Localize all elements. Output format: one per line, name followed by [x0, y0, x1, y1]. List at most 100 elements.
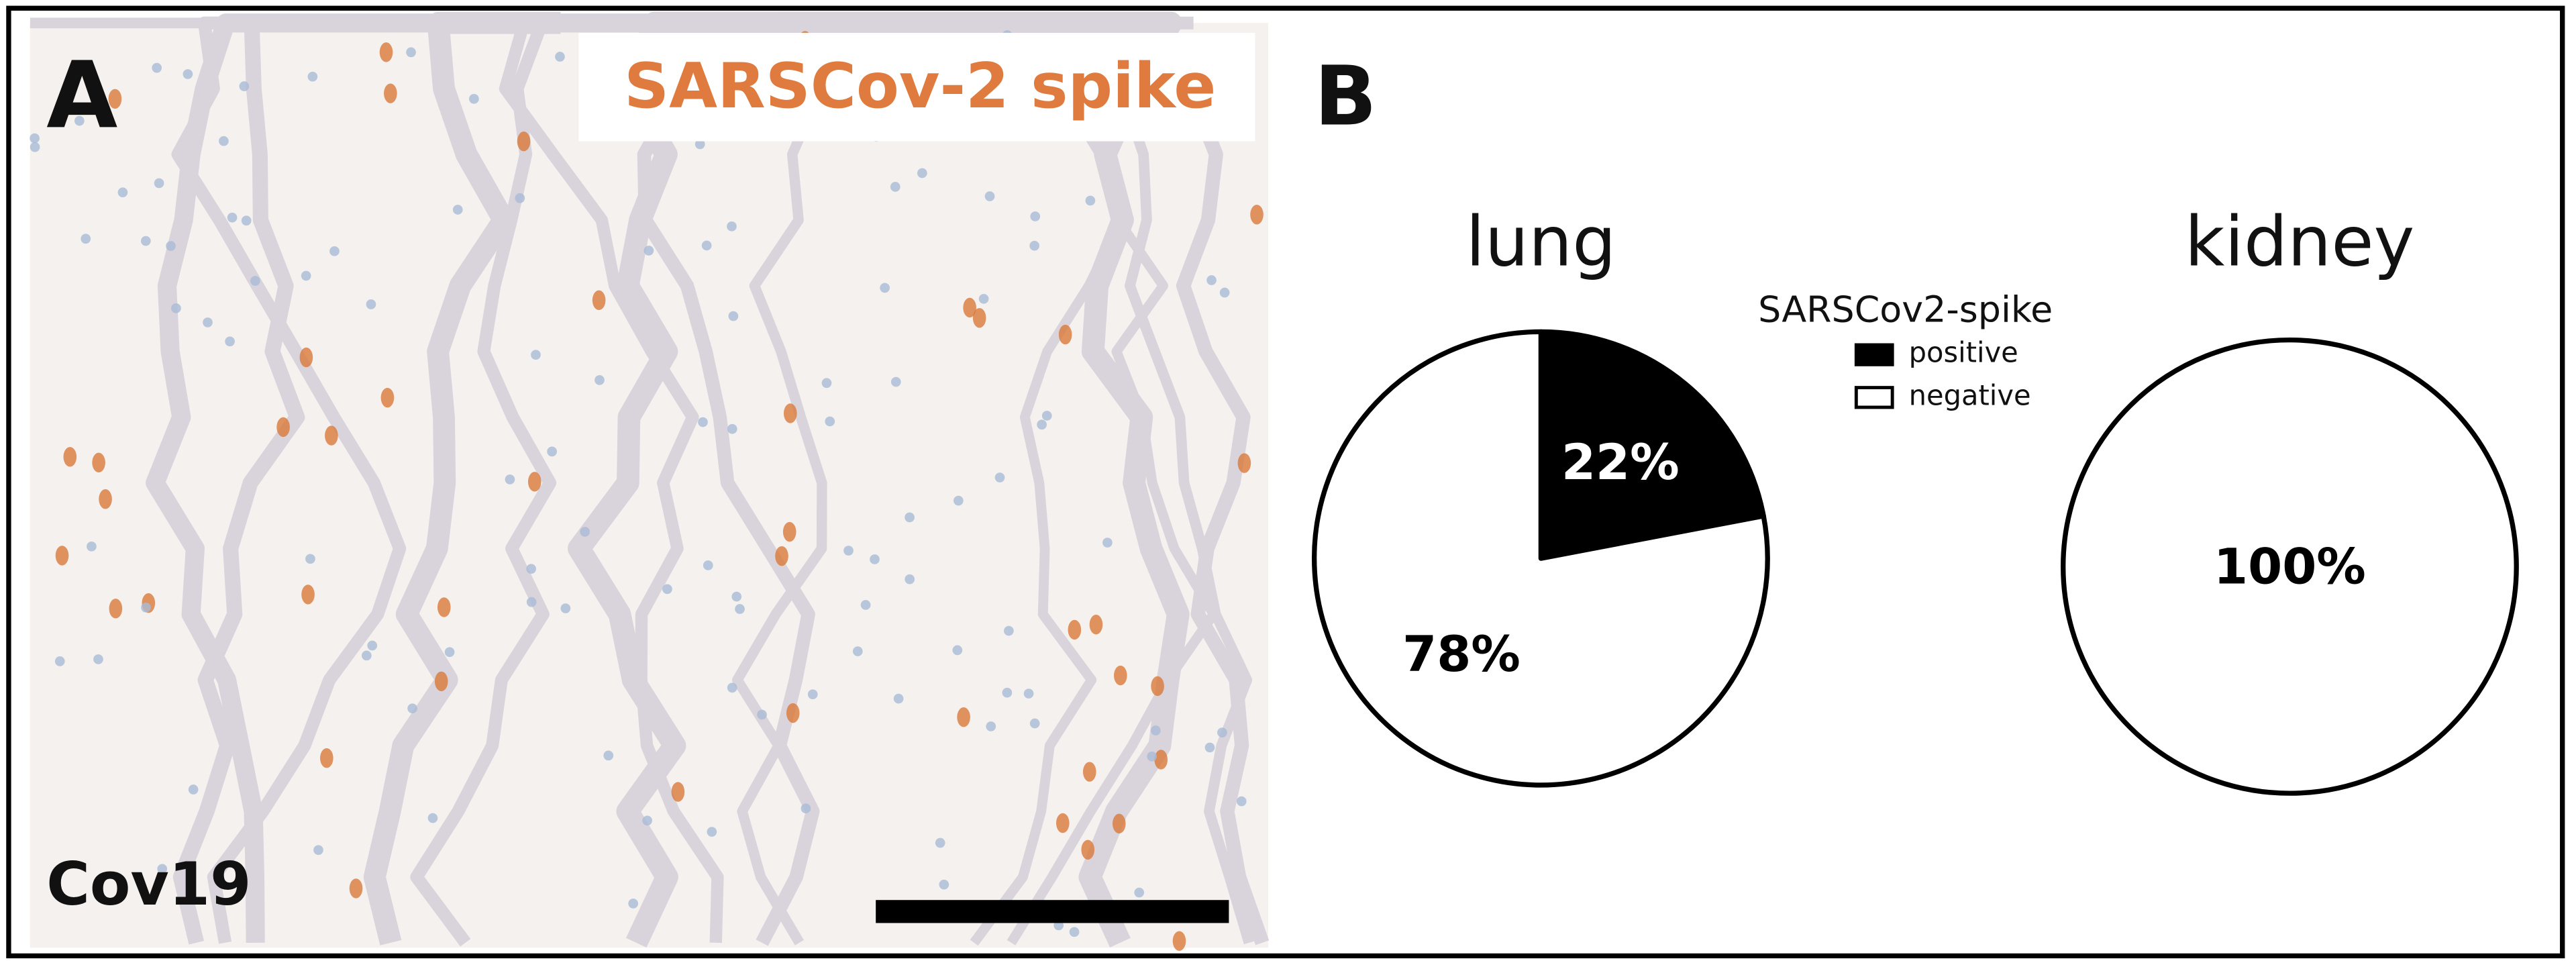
- nucleus: [87, 541, 97, 552]
- tissue-strand: [410, 16, 1194, 947]
- stained-cell: [786, 703, 800, 723]
- nucleus: [152, 62, 162, 73]
- stained-cell: [1089, 615, 1103, 635]
- nucleus: [1029, 718, 1040, 729]
- stained-cell: [1154, 750, 1168, 770]
- nucleus: [1134, 887, 1145, 898]
- nucleus: [905, 574, 915, 584]
- nucleus: [628, 899, 639, 909]
- nucleus: [1023, 688, 1034, 699]
- stained-cell: [1055, 813, 1070, 833]
- nucleus: [986, 721, 996, 731]
- micrograph: [30, 11, 1270, 951]
- nucleus: [505, 474, 515, 484]
- nucleus: [727, 682, 737, 693]
- stained-cell: [379, 42, 393, 62]
- nucleus: [728, 311, 739, 321]
- nucleus: [603, 750, 614, 761]
- nucleus: [81, 234, 91, 244]
- nucleus: [452, 205, 463, 215]
- nucleus: [1206, 275, 1217, 285]
- stained-cell: [380, 387, 395, 408]
- title-patch: [578, 32, 1255, 142]
- stained-cell: [517, 132, 531, 152]
- nucleus: [250, 276, 260, 286]
- nucleus: [703, 560, 713, 570]
- nucleus: [407, 703, 417, 714]
- nucleus: [1236, 796, 1247, 807]
- legend-swatch: [1854, 343, 1894, 366]
- legend-label: positive: [1909, 336, 2018, 369]
- stained-cell: [1112, 813, 1126, 834]
- nucleus: [935, 837, 945, 848]
- stained-cell: [320, 748, 333, 768]
- nucleus: [183, 69, 193, 79]
- nucleus: [140, 236, 151, 246]
- nucleus: [1030, 211, 1041, 221]
- nucleus: [580, 527, 590, 537]
- nucleus: [735, 604, 745, 614]
- nucleus: [642, 815, 652, 826]
- stained-cell: [99, 489, 112, 509]
- nucleus: [694, 139, 705, 150]
- nucleus: [1151, 725, 1161, 735]
- pie-slice: [2061, 337, 2519, 796]
- value-label: 100%: [2214, 538, 2366, 595]
- scale-bar: [876, 900, 1229, 923]
- nucleus: [1085, 195, 1096, 206]
- nucleus: [313, 845, 323, 856]
- stained-cell: [301, 584, 315, 605]
- nucleus: [225, 336, 235, 347]
- tissue-strand: [172, 15, 584, 945]
- nucleus: [30, 133, 40, 144]
- nucleus: [1037, 419, 1047, 430]
- nucleus: [939, 879, 949, 890]
- stained-cell: [1068, 619, 1082, 640]
- nucleus: [469, 93, 479, 104]
- nucleus: [978, 293, 989, 304]
- stained-cell: [963, 297, 976, 318]
- stained-cell: [109, 599, 123, 619]
- nucleus: [555, 52, 565, 62]
- nucleus: [757, 709, 767, 720]
- nucleus: [157, 864, 168, 874]
- tissue-strand: [171, 16, 813, 944]
- nucleus: [93, 654, 103, 664]
- nucleus: [30, 142, 40, 152]
- nucleus: [701, 240, 712, 251]
- tissue-strand: [499, 17, 929, 944]
- tissue-strand: [363, 11, 561, 946]
- pie-slice: [1312, 329, 1770, 788]
- stained-cell: [349, 878, 363, 899]
- panel-label: A: [46, 42, 117, 149]
- stained-cell: [972, 308, 986, 328]
- nucleus: [698, 417, 708, 427]
- nucleus: [727, 221, 737, 232]
- nucleus: [727, 423, 737, 434]
- nucleus: [870, 554, 880, 564]
- nucleus: [1204, 742, 1215, 753]
- legend-swatch: [1854, 386, 1894, 409]
- stained-cell: [782, 521, 796, 542]
- panel-label: B: [1315, 48, 1377, 144]
- stained-cell: [1082, 762, 1096, 782]
- nucleus: [825, 416, 835, 427]
- nucleus: [154, 178, 164, 189]
- nucleus: [1069, 927, 1080, 937]
- nucleus: [526, 564, 536, 574]
- pie-title: lung: [1465, 202, 1616, 282]
- value-label: 78%: [1402, 626, 1521, 683]
- nucleus: [219, 136, 229, 146]
- nucleus: [952, 645, 963, 656]
- stained-cell: [671, 782, 685, 802]
- nucleus: [307, 71, 318, 82]
- nucleus: [329, 246, 340, 256]
- stained-cell: [108, 89, 122, 109]
- nucleus: [1102, 538, 1113, 548]
- sample-label: Cov19: [46, 850, 251, 919]
- nucleus: [427, 813, 438, 823]
- legend-label: negative: [1909, 378, 2031, 411]
- nucleus: [305, 554, 315, 564]
